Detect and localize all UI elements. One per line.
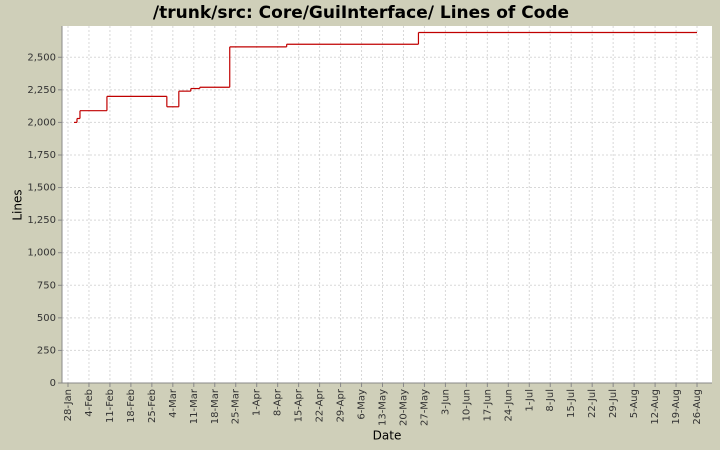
y-tick-label: 2,250 — [27, 85, 56, 96]
x-tick-label: 4-Mar — [168, 388, 179, 418]
x-tick-label: 18-Feb — [126, 389, 137, 423]
x-tick-label: 24-Jun — [503, 389, 514, 422]
x-tick-label: 11-Mar — [189, 388, 200, 424]
y-tick-label: 2,500 — [27, 52, 56, 63]
y-tick-label: 2,000 — [27, 117, 56, 128]
y-tick-label: 1,750 — [27, 150, 56, 161]
x-tick-label: 25-Mar — [231, 388, 242, 424]
y-tick-label: 1,250 — [27, 215, 56, 226]
x-axis-label: Date — [373, 429, 402, 443]
y-axis-label: Lines — [11, 189, 25, 220]
x-tick-label: 1-Apr — [252, 388, 263, 416]
x-tick-label: 29-Jul — [608, 389, 619, 418]
x-tick-label: 29-Apr — [336, 388, 347, 422]
x-tick-label: 17-Jun — [482, 389, 493, 422]
x-tick-label: 28-Jan — [63, 389, 74, 421]
x-tick-label: 3-Jun — [440, 389, 451, 415]
x-tick-label: 5-Aug — [629, 389, 640, 418]
x-tick-label: 8-Apr — [273, 388, 284, 416]
x-tick-label: 22-Jul — [587, 389, 598, 418]
x-tick-label: 25-Feb — [147, 389, 158, 423]
x-tick-label: 22-Apr — [315, 388, 326, 422]
y-tick-label: 250 — [37, 345, 56, 356]
x-tick-label: 10-Jun — [461, 389, 472, 422]
y-tick-label: 1,000 — [27, 248, 56, 259]
x-tick-label: 1-Jul — [524, 389, 535, 412]
x-tick-label: 26-Aug — [692, 389, 703, 425]
plot-area — [62, 26, 712, 383]
x-tick-label: 4-Feb — [84, 389, 95, 417]
x-tick-label: 19-Aug — [671, 389, 682, 425]
x-tick-label: 8-Jul — [545, 389, 556, 412]
x-tick-label: 13-May — [378, 389, 389, 426]
x-tick-label: 20-May — [398, 389, 409, 426]
x-tick-label: 27-May — [419, 389, 430, 426]
x-tick-label: 15-Jul — [566, 389, 577, 418]
x-tick-label: 11-Feb — [105, 389, 116, 423]
x-tick-label: 6-May — [357, 389, 368, 420]
y-tick-label: 0 — [50, 378, 56, 389]
y-tick-label: 1,500 — [27, 183, 56, 194]
chart-title: /trunk/src: Core/GuiInterface/ Lines of … — [153, 3, 569, 23]
x-tick-label: 18-Mar — [210, 388, 221, 424]
y-tick-label: 500 — [37, 313, 56, 324]
x-tick-label: 12-Aug — [650, 389, 661, 425]
y-tick-label: 750 — [37, 280, 56, 291]
x-tick-label: 15-Apr — [294, 388, 305, 422]
